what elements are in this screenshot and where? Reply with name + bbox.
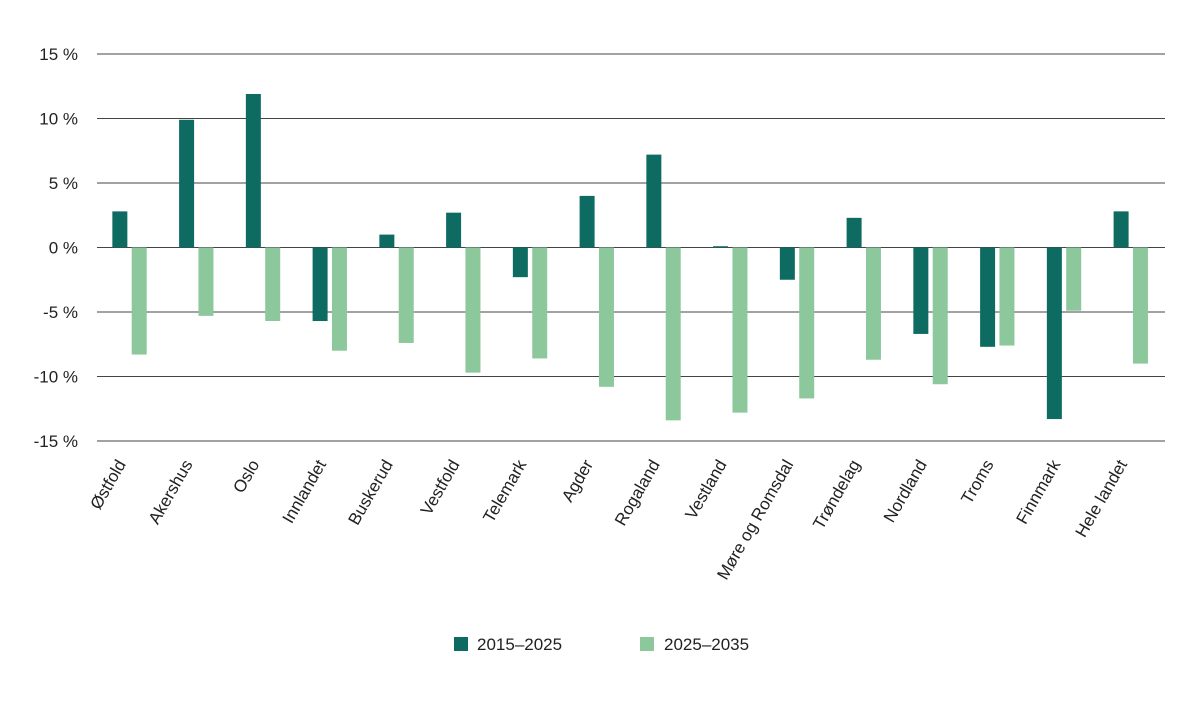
x-tick-label: Telemark [479, 456, 530, 526]
x-tick-label: Vestfold [417, 457, 464, 519]
bar-2025-2035 [532, 247, 548, 359]
bar-2025-2035 [331, 247, 347, 351]
x-tick-label: Buskerud [344, 457, 396, 529]
y-tick-label: -15 % [34, 432, 78, 451]
bar-2015-2025 [713, 246, 729, 248]
bar-2025-2035 [732, 247, 748, 413]
bar-2025-2035 [999, 247, 1015, 346]
legend-swatch-2015-2025 [454, 637, 468, 651]
bar-2015-2025 [446, 212, 462, 248]
bar-2025-2035 [465, 247, 481, 373]
y-tick-label: 0 % [49, 239, 78, 258]
y-tick-label: 5 % [49, 174, 78, 193]
bar-2025-2035 [198, 247, 214, 316]
bar-2015-2025 [312, 247, 328, 322]
x-tick-label: Østfold [86, 457, 129, 513]
bar-2015-2025 [1113, 211, 1129, 248]
legend-swatch-2025-2035 [640, 637, 654, 651]
legend-label-2025-2035: 2025–2035 [664, 635, 749, 654]
bar-2015-2025 [1046, 247, 1062, 420]
y-axis-ticks: 15 % 10 % 5 % 0 % -5 % -10 % -15 % [34, 45, 78, 451]
x-tick-label: Oslo [229, 457, 263, 497]
bar-2025-2035 [665, 247, 681, 421]
x-tick-label: Innlandet [279, 456, 331, 526]
y-tick-label: 10 % [39, 110, 78, 129]
bar-2025-2035 [598, 247, 614, 387]
bar-2015-2025 [512, 247, 528, 278]
bar-2025-2035 [865, 247, 881, 360]
bar-2015-2025 [245, 93, 261, 248]
x-axis-labels: Østfold Akershus Oslo Innlandet Buskerud Vest… [86, 456, 1131, 583]
bar-2015-2025 [980, 247, 996, 347]
x-tick-label: Nordland [880, 457, 931, 526]
y-tick-label: -5 % [43, 303, 78, 322]
bar-2025-2035 [131, 247, 147, 355]
bar-2025-2035 [265, 247, 281, 322]
x-tick-label: Rogaland [611, 457, 664, 530]
bar-2015-2025 [112, 211, 128, 248]
bar-2015-2025 [913, 247, 929, 334]
bar-2025-2035 [398, 247, 414, 343]
y-tick-label: 15 % [39, 45, 78, 64]
bar-2015-2025 [179, 119, 195, 248]
legend-label-2015-2025: 2015–2025 [477, 635, 562, 654]
bars [112, 93, 1148, 421]
x-tick-label: Hele landet [1072, 456, 1132, 540]
bar-2015-2025 [646, 154, 662, 248]
x-tick-label: Troms [957, 457, 997, 508]
x-tick-label: Akershus [145, 457, 197, 528]
x-tick-label: Trøndelag [809, 457, 864, 533]
bar-2015-2025 [579, 195, 595, 248]
x-tick-label: Møre og Romsdal [713, 457, 797, 584]
x-tick-label: Finnmark [1012, 456, 1064, 527]
bar-2025-2035 [1066, 247, 1082, 311]
bar-2025-2035 [932, 247, 948, 385]
legend: 2015–2025 2025–2035 [454, 635, 749, 654]
bar-2025-2035 [799, 247, 815, 399]
bar-2015-2025 [379, 234, 395, 248]
bar-2025-2035 [1132, 247, 1148, 364]
x-tick-label: Agder [558, 456, 597, 505]
y-tick-label: -10 % [34, 368, 78, 387]
x-tick-label: Vestland [682, 457, 731, 523]
bar-2015-2025 [779, 247, 795, 280]
bar-2015-2025 [846, 217, 862, 248]
